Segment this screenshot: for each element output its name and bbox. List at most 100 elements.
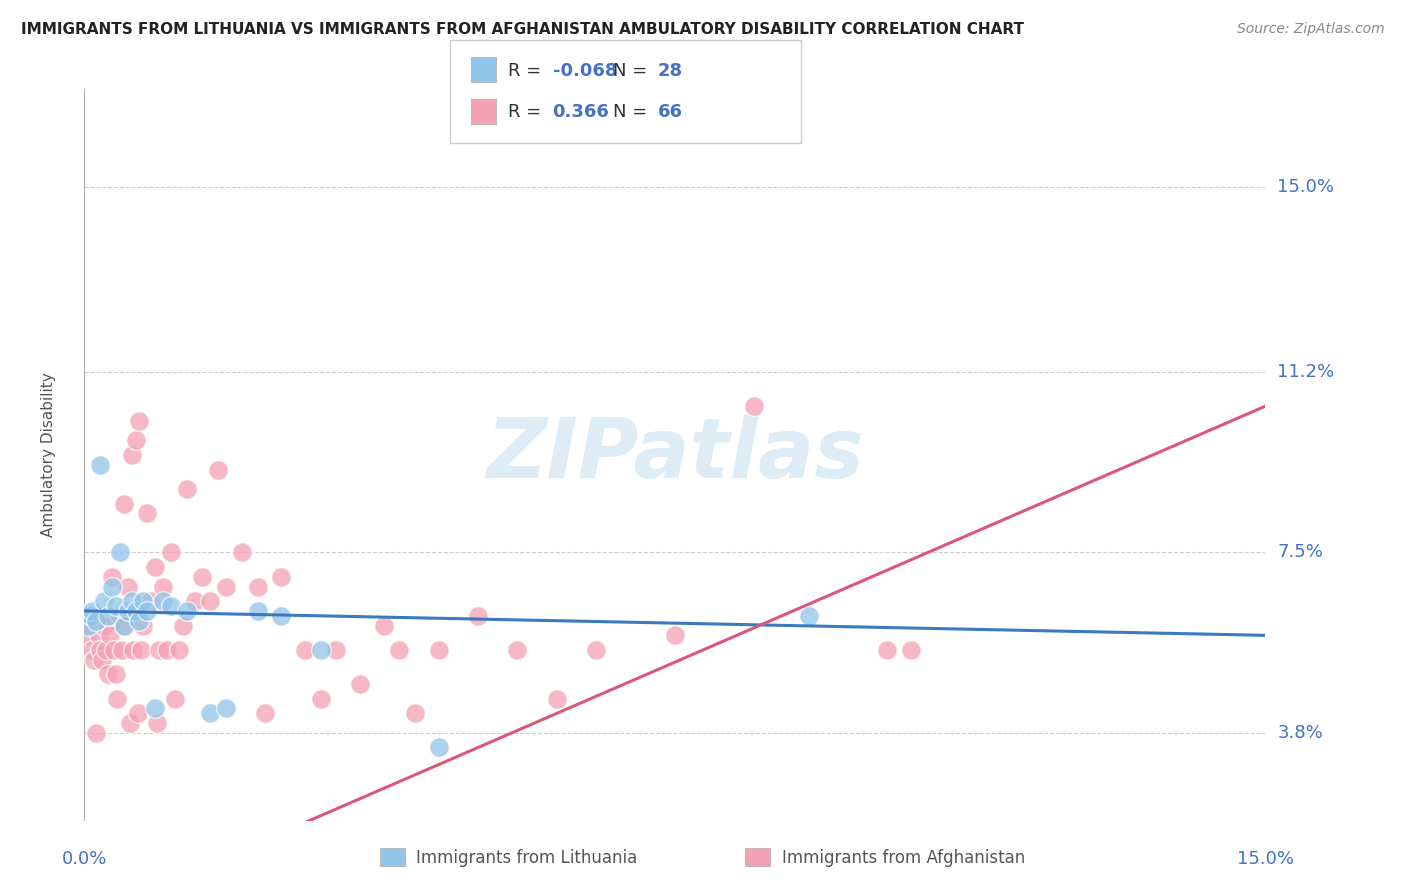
Text: Immigrants from Lithuania: Immigrants from Lithuania	[416, 849, 637, 867]
Point	[122, 643, 145, 657]
Point	[176, 482, 198, 496]
Point	[101, 570, 124, 584]
Point	[309, 643, 332, 657]
Point	[79, 618, 101, 632]
Point	[900, 643, 922, 657]
Point	[114, 618, 136, 632]
Text: Immigrants from Afghanistan: Immigrants from Afghanistan	[782, 849, 1025, 867]
Point	[103, 643, 125, 657]
Point	[349, 677, 371, 691]
Point	[373, 618, 395, 632]
Point	[160, 599, 183, 613]
Text: 7.5%: 7.5%	[1277, 543, 1323, 561]
Text: 11.2%: 11.2%	[1277, 363, 1334, 381]
Point	[129, 643, 152, 657]
Point	[132, 618, 155, 632]
Point	[93, 594, 115, 608]
Point	[207, 462, 229, 476]
Text: 66: 66	[658, 103, 683, 121]
Point	[246, 604, 269, 618]
Point	[89, 643, 111, 657]
Point	[124, 604, 146, 618]
Point	[427, 740, 450, 755]
Point	[117, 580, 139, 594]
Point	[152, 594, 174, 608]
Point	[270, 608, 292, 623]
Point	[90, 653, 112, 667]
Point	[309, 691, 332, 706]
Point	[172, 618, 194, 632]
Point	[111, 643, 134, 657]
Point	[117, 604, 139, 618]
Point	[215, 701, 238, 715]
Point	[200, 706, 222, 721]
Text: Ambulatory Disability: Ambulatory Disability	[41, 373, 56, 537]
Point	[294, 643, 316, 657]
Point	[136, 507, 159, 521]
Text: 0.366: 0.366	[553, 103, 609, 121]
Point	[270, 570, 292, 584]
Point	[325, 643, 347, 657]
Point	[83, 653, 105, 667]
Text: 28: 28	[658, 62, 683, 79]
Point	[127, 706, 149, 721]
Point	[108, 545, 131, 559]
Point	[215, 580, 238, 594]
Point	[98, 628, 121, 642]
Point	[160, 545, 183, 559]
Text: Source: ZipAtlas.com: Source: ZipAtlas.com	[1237, 22, 1385, 37]
Point	[108, 608, 131, 623]
Point	[427, 643, 450, 657]
Point	[84, 614, 107, 628]
Point	[143, 560, 166, 574]
Point	[82, 643, 104, 657]
Point	[163, 691, 186, 706]
Point	[118, 716, 141, 731]
Point	[141, 594, 163, 608]
Point	[146, 716, 169, 731]
Point	[124, 434, 146, 448]
Text: 3.8%: 3.8%	[1277, 724, 1323, 742]
Point	[404, 706, 426, 721]
Point	[176, 604, 198, 618]
Point	[82, 604, 104, 618]
Point	[87, 628, 110, 642]
Point	[77, 618, 100, 632]
Point	[742, 399, 765, 413]
Point	[246, 580, 269, 594]
Point	[128, 614, 150, 628]
Point	[143, 701, 166, 715]
Point	[112, 618, 135, 632]
Point	[104, 667, 127, 681]
Point	[104, 599, 127, 613]
Point	[546, 691, 568, 706]
Text: 15.0%: 15.0%	[1277, 178, 1334, 195]
Point	[467, 608, 489, 623]
Point	[183, 594, 205, 608]
Point	[231, 545, 253, 559]
Point	[388, 643, 411, 657]
Point	[191, 570, 214, 584]
Point	[876, 643, 898, 657]
Point	[254, 706, 277, 721]
Point	[77, 628, 100, 642]
Point	[101, 580, 124, 594]
Text: -0.068: -0.068	[553, 62, 617, 79]
Point	[128, 414, 150, 428]
Point	[132, 594, 155, 608]
Text: 0.0%: 0.0%	[62, 850, 107, 868]
Point	[84, 726, 107, 740]
Point	[797, 608, 820, 623]
Point	[585, 643, 607, 657]
Text: R =: R =	[508, 103, 547, 121]
Point	[79, 608, 101, 623]
Point	[121, 448, 143, 462]
Text: IMMIGRANTS FROM LITHUANIA VS IMMIGRANTS FROM AFGHANISTAN AMBULATORY DISABILITY C: IMMIGRANTS FROM LITHUANIA VS IMMIGRANTS …	[21, 22, 1024, 37]
Point	[97, 667, 120, 681]
Text: N =: N =	[613, 103, 652, 121]
Text: 15.0%: 15.0%	[1237, 850, 1294, 868]
Point	[664, 628, 686, 642]
Point	[107, 691, 129, 706]
Point	[93, 618, 115, 632]
Point	[112, 497, 135, 511]
